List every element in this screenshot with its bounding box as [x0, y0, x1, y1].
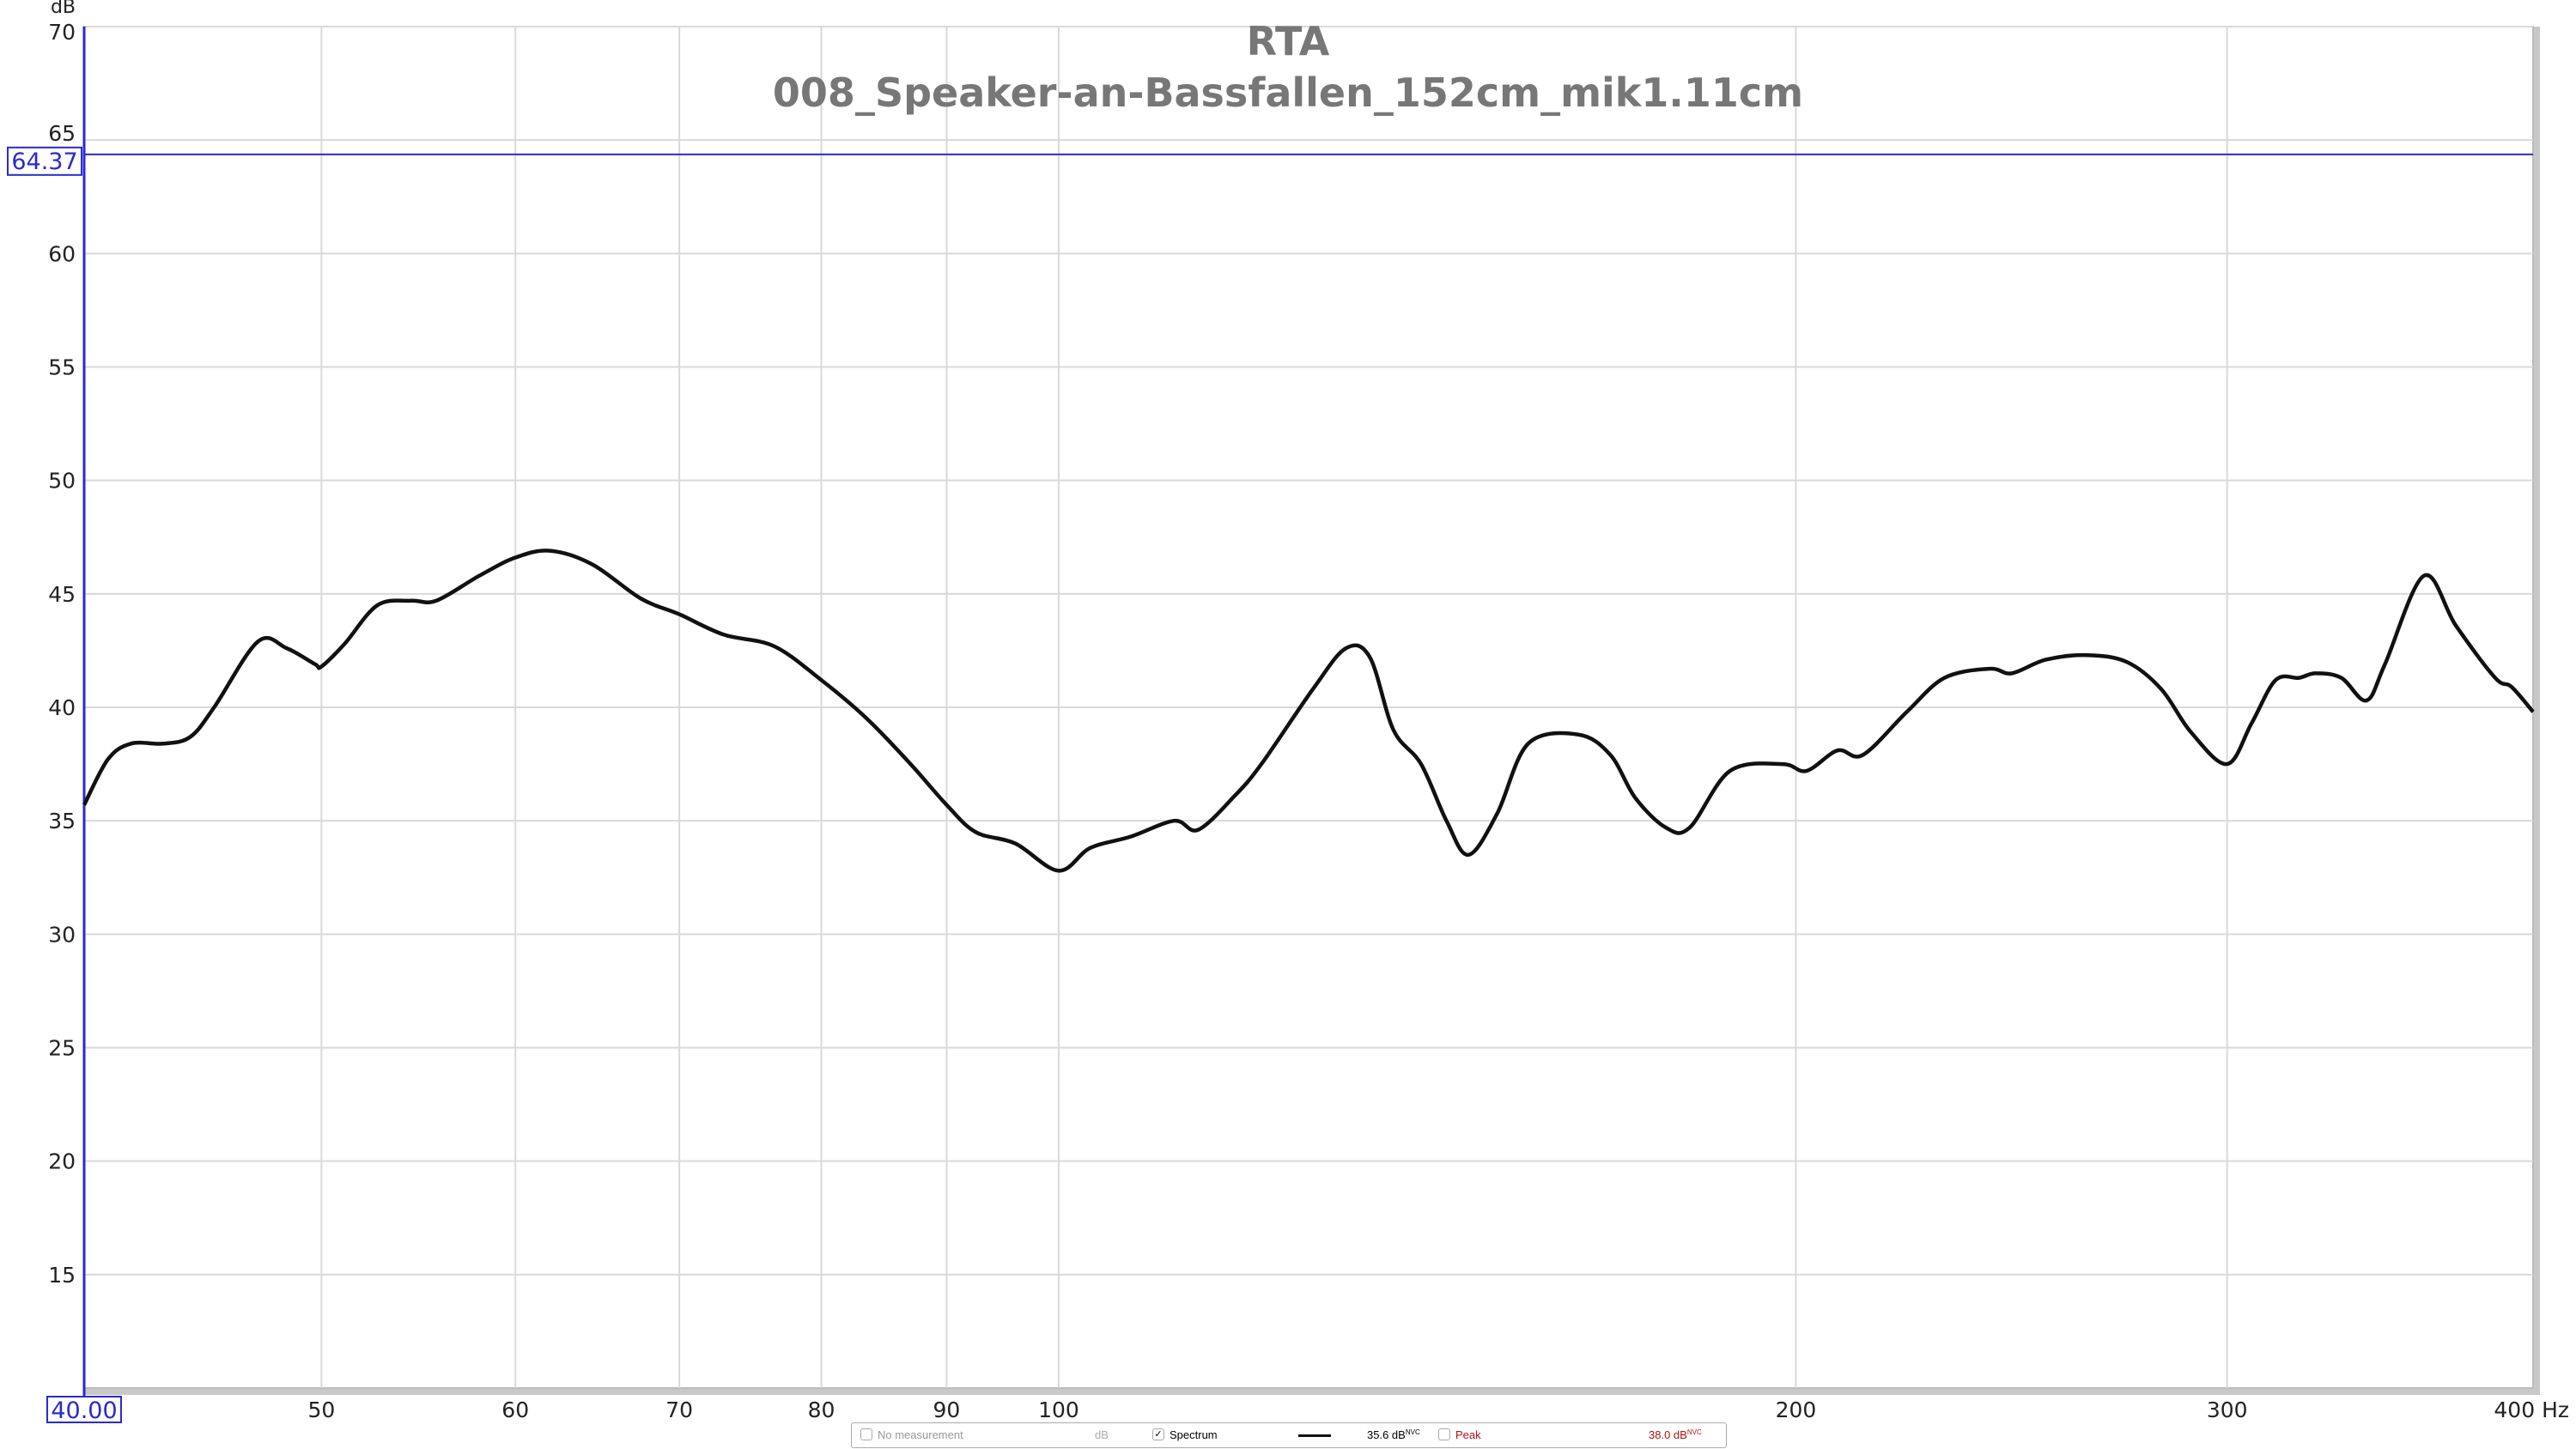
peak-label: Peak	[1455, 1428, 1481, 1441]
peak-value-text: 38.0 dB	[1649, 1428, 1687, 1441]
y-tick-label: 55	[48, 355, 76, 380]
spectrum-label: Spectrum	[1170, 1428, 1218, 1441]
x-tick-label: 200	[1776, 1397, 1817, 1422]
peak-unit: NVC	[1686, 1428, 1702, 1436]
y-tick-label: 70	[48, 20, 76, 45]
spectrum-value: 35.6 dBNVC	[1367, 1428, 1420, 1441]
legend-bar: No measurement dB ✓ Spectrum 35.6 dBNVC …	[851, 1422, 1727, 1448]
y-tick-label: 15	[48, 1263, 76, 1288]
unit-label: dB	[1095, 1428, 1109, 1441]
x-tick-label: 100	[1038, 1397, 1079, 1422]
x-tick-label: 90	[933, 1397, 961, 1422]
y-tick-label: 40	[48, 695, 76, 720]
x-tick-label: 400 Hz	[2494, 1397, 2569, 1422]
y-tick-label: 25	[48, 1036, 76, 1061]
x-tick-label: 50	[307, 1397, 335, 1422]
x-tick-label: 70	[665, 1397, 693, 1422]
no-measurement-label: No measurement	[878, 1428, 963, 1441]
spectrum-line	[82, 549, 2535, 873]
y-axis-label: dB	[51, 0, 76, 18]
y-tick-label: 60	[48, 241, 76, 266]
cursor-y-box	[7, 146, 82, 176]
cursor-y-value: 64.37	[11, 149, 77, 175]
cursor-x-value: 40.00	[51, 1397, 117, 1424]
no-measurement-checkbox[interactable]	[860, 1428, 872, 1440]
peak-checkbox[interactable]	[1438, 1428, 1450, 1440]
spectrum-checkbox[interactable]: ✓	[1152, 1428, 1164, 1440]
y-tick-label: 20	[48, 1149, 76, 1174]
peak-value: 38.0 dBNVC	[1649, 1428, 1702, 1441]
y-tick-label: 65	[48, 121, 76, 146]
spectrum-unit: NVC	[1405, 1428, 1420, 1436]
spectrum-line-swatch	[1298, 1434, 1331, 1437]
spectrum-value-text: 35.6 dB	[1367, 1428, 1406, 1441]
chart-title: RTA	[1247, 18, 1330, 64]
x-tick-label: 60	[501, 1397, 529, 1422]
chart-subtitle: 008_Speaker-an-Bassfallen_152cm_mik1.11c…	[773, 70, 1803, 116]
y-tick-label: 50	[48, 469, 76, 494]
y-tick-label: 45	[48, 582, 76, 607]
y-tick-label: 30	[48, 922, 76, 947]
x-tick-label: 80	[808, 1397, 835, 1422]
x-tick-label: 300	[2207, 1397, 2248, 1422]
cursor-x-box	[46, 1396, 122, 1423]
y-tick-label: 35	[48, 809, 76, 834]
